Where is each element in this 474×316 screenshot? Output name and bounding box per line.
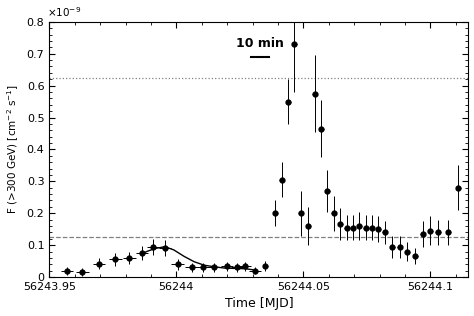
Text: $\times10^{-9}$: $\times10^{-9}$ <box>47 5 82 19</box>
Text: 10 min: 10 min <box>236 37 284 50</box>
X-axis label: Time [MJD]: Time [MJD] <box>225 297 293 310</box>
Y-axis label: F (>300 GeV) [cm$^{-2}$ s$^{-1}$]: F (>300 GeV) [cm$^{-2}$ s$^{-1}$] <box>6 84 21 214</box>
